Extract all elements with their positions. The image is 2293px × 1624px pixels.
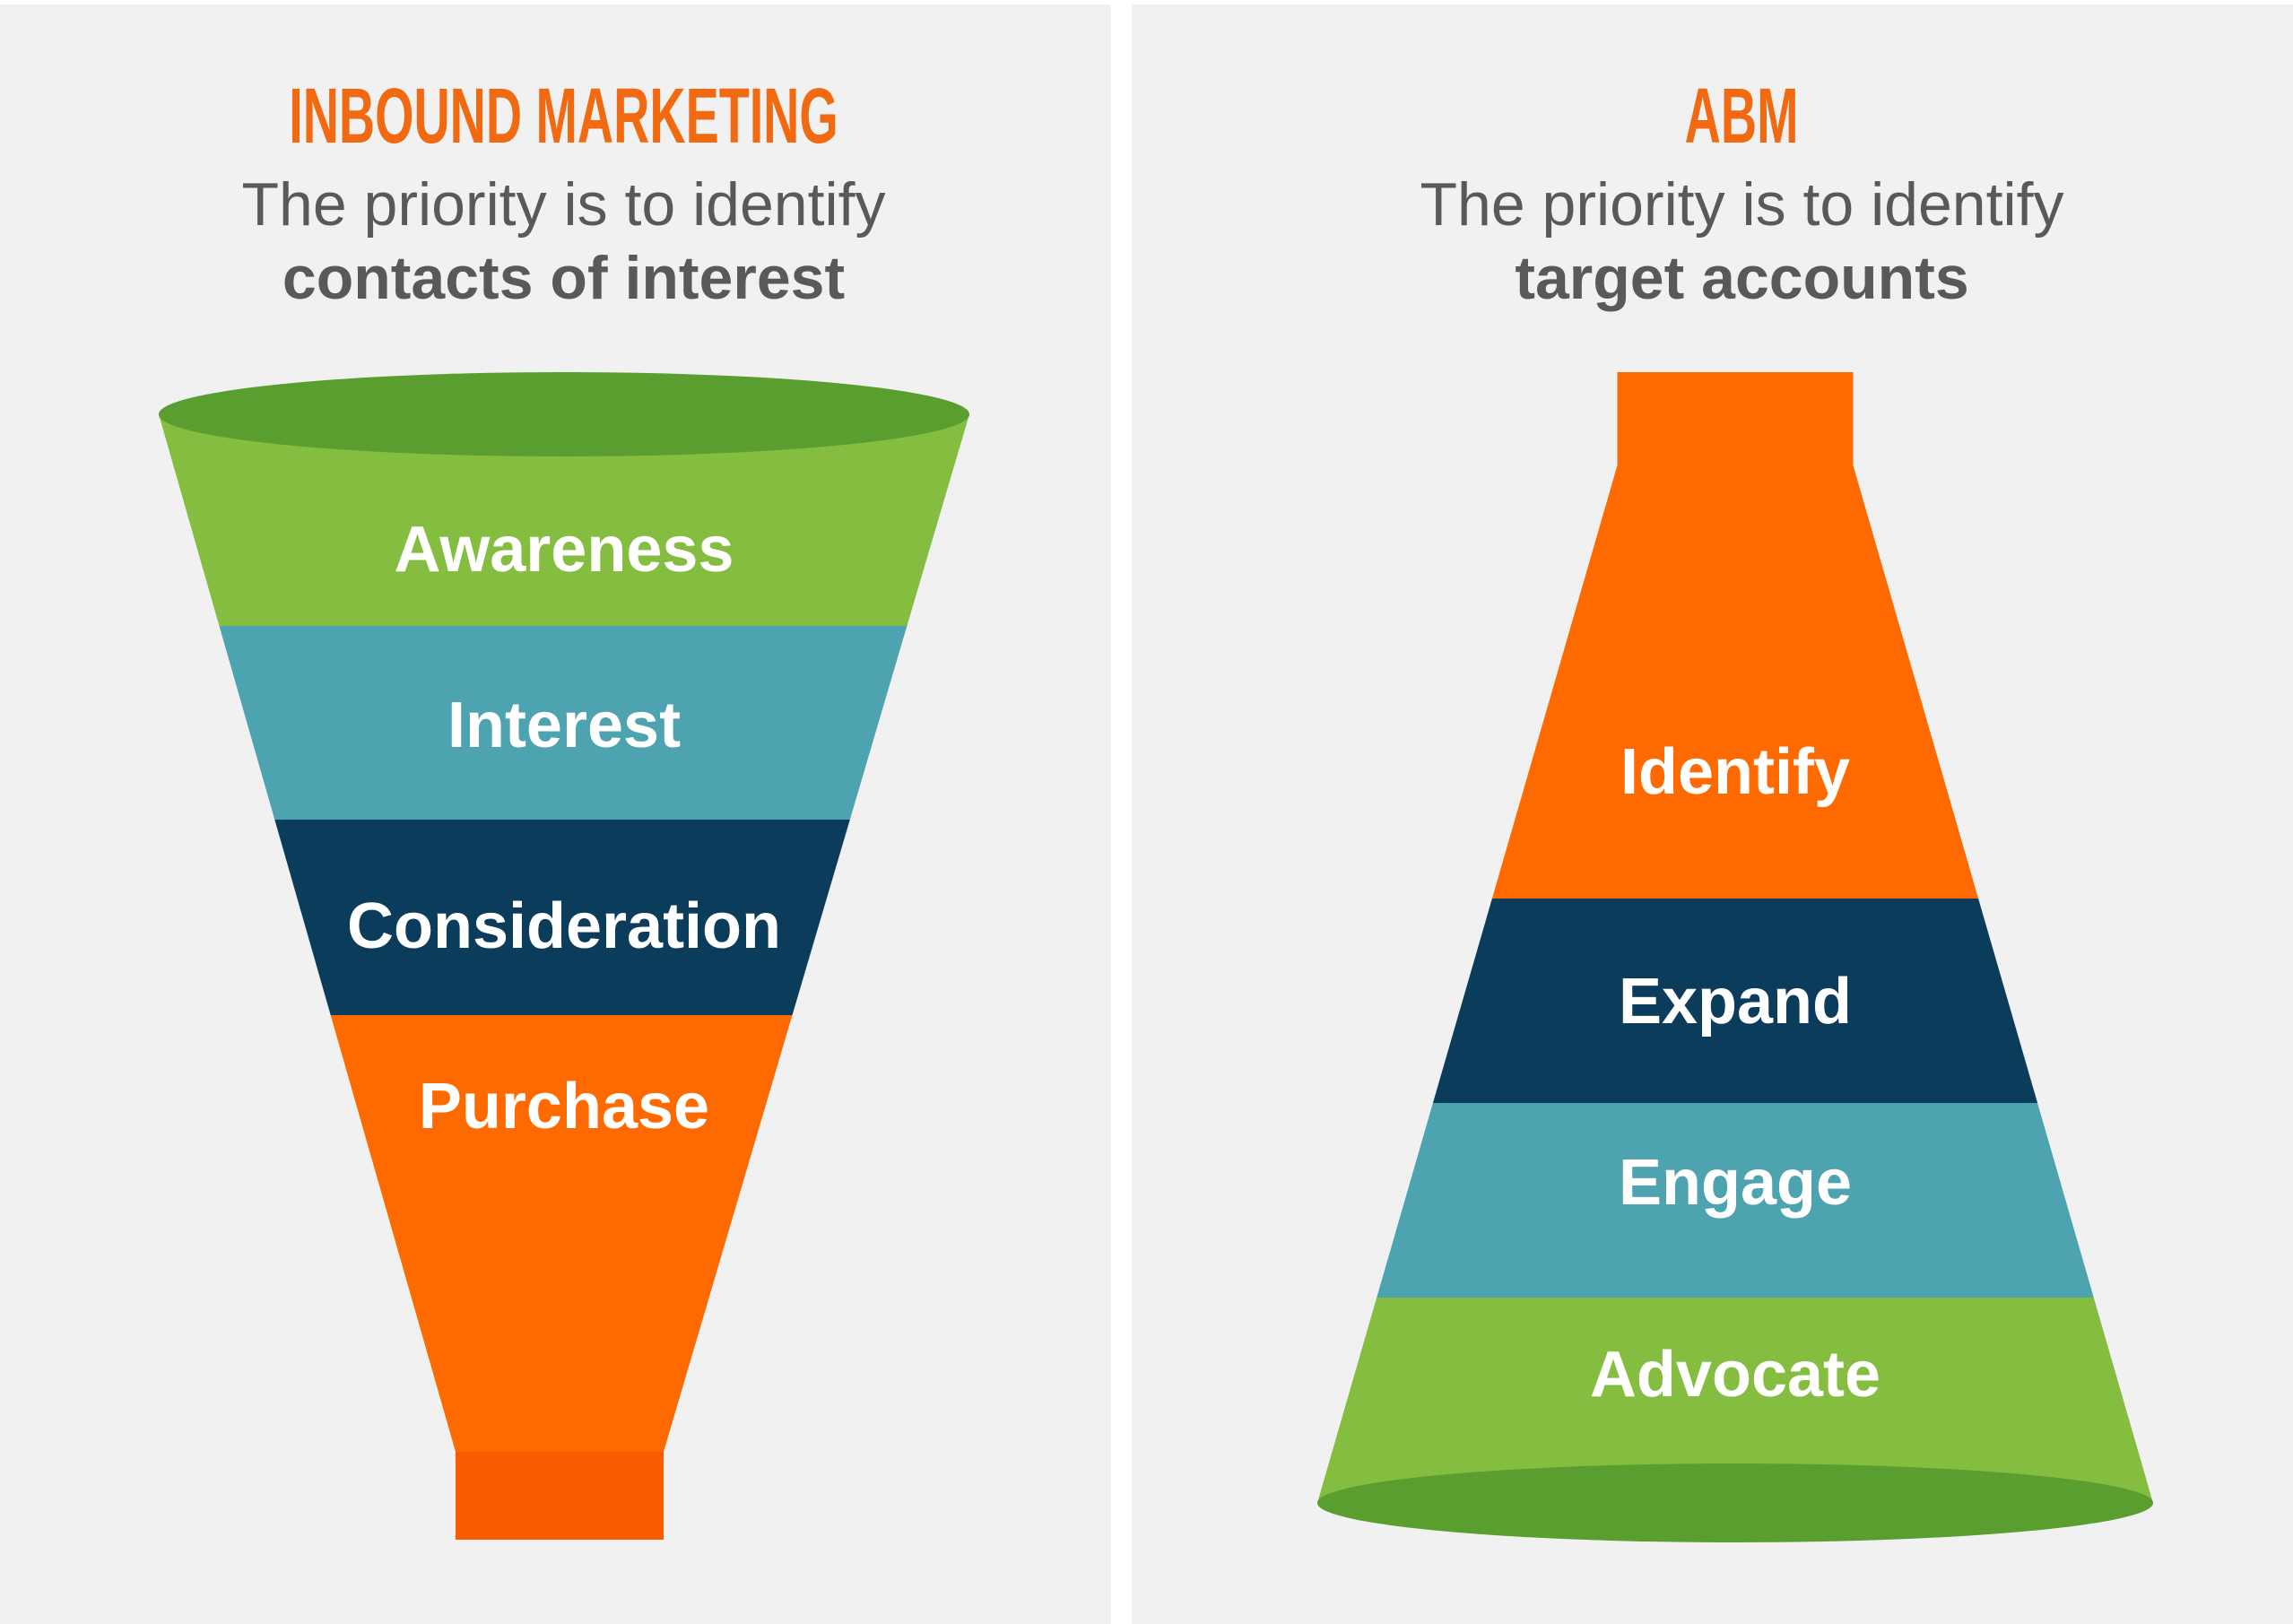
svg-text:Consideration: Consideration (347, 890, 781, 962)
svg-text:Engage: Engage (1619, 1147, 1852, 1219)
svg-text:Advocate: Advocate (1590, 1339, 1880, 1411)
svg-text:Interest: Interest (447, 690, 681, 761)
svg-text:Expand: Expand (1619, 966, 1852, 1038)
svg-text:Awareness: Awareness (395, 514, 734, 586)
svg-text:Identify: Identify (1620, 736, 1850, 808)
svg-text:Purchase: Purchase (419, 1071, 709, 1142)
